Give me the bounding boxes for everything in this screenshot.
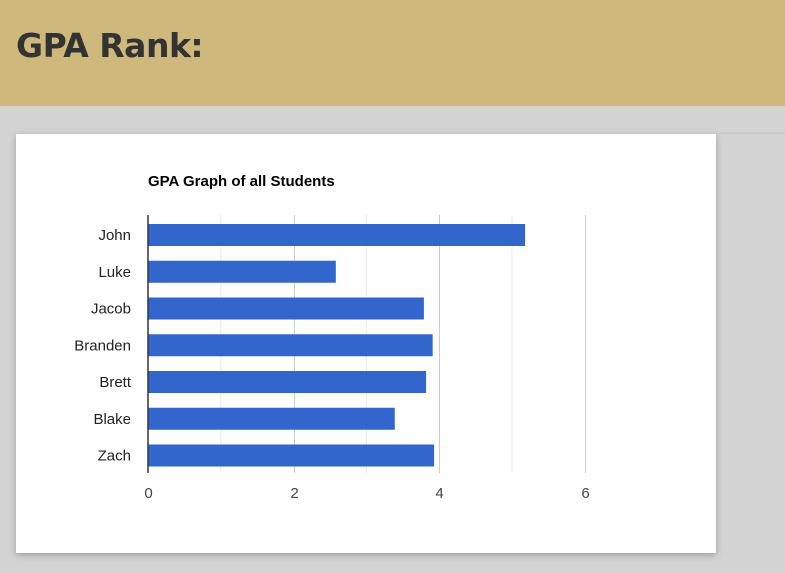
bar-zach <box>148 444 435 467</box>
category-label: Luke <box>98 264 131 281</box>
category-label: Brett <box>99 374 132 391</box>
chart-title: GPA Graph of all Students <box>148 173 335 190</box>
bar-blake <box>148 407 395 430</box>
bar-brett <box>148 371 427 393</box>
category-label: John <box>98 227 131 244</box>
category-label: Jacob <box>91 301 131 318</box>
page-header: GPA Rank: <box>0 0 785 106</box>
bar-branden <box>148 334 433 357</box>
x-tick-label: 4 <box>435 485 443 502</box>
bar-jacob <box>148 297 424 320</box>
page-title: GPA Rank: <box>16 26 204 65</box>
secondary-card <box>716 134 785 553</box>
category-label: Zach <box>98 448 131 465</box>
x-tick-label: 6 <box>581 485 589 502</box>
category-label: Branden <box>74 337 131 354</box>
x-tick-label: 2 <box>290 485 298 502</box>
bar-luke <box>148 260 336 283</box>
category-label: Blake <box>93 411 131 428</box>
bar-john <box>148 224 526 246</box>
x-tick-label: 0 <box>144 485 152 502</box>
